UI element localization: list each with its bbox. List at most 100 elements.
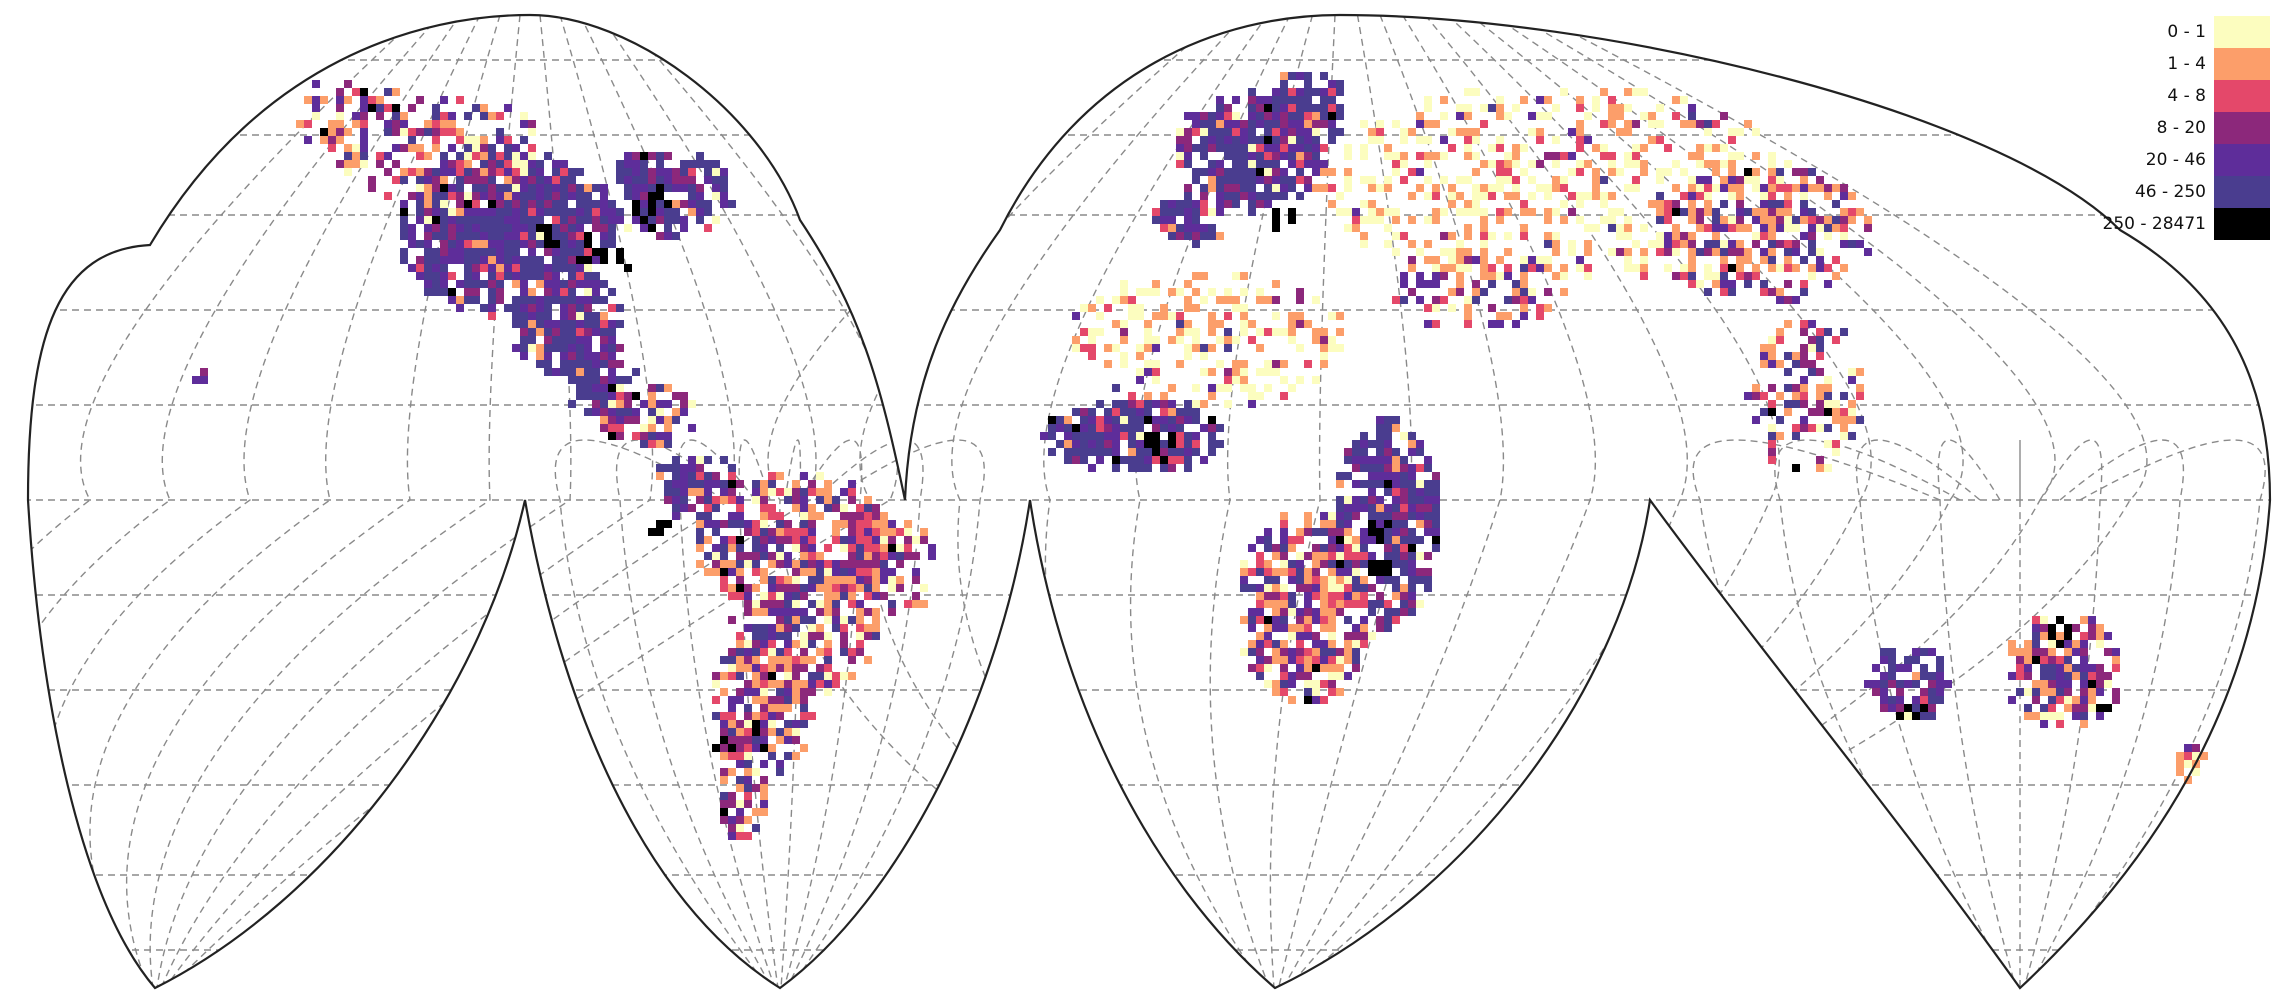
occurrence-cell bbox=[616, 208, 624, 216]
occurrence-cell bbox=[1376, 576, 1384, 584]
occurrence-cell bbox=[440, 288, 448, 296]
occurrence-cell bbox=[816, 680, 824, 688]
occurrence-cell bbox=[296, 120, 304, 128]
occurrence-cell bbox=[1464, 128, 1472, 136]
occurrence-cell bbox=[1192, 432, 1200, 440]
occurrence-cell bbox=[1816, 408, 1824, 416]
occurrence-cell bbox=[1832, 416, 1840, 424]
occurrence-cell bbox=[712, 528, 720, 536]
occurrence-cell bbox=[1776, 176, 1784, 184]
occurrence-cell bbox=[1128, 464, 1136, 472]
occurrence-cell bbox=[1328, 680, 1336, 688]
occurrence-cell bbox=[1208, 208, 1216, 216]
occurrence-cell bbox=[864, 520, 872, 528]
occurrence-cell bbox=[1704, 192, 1712, 200]
occurrence-cell bbox=[1216, 296, 1224, 304]
occurrence-cell bbox=[1520, 232, 1528, 240]
occurrence-cell bbox=[2024, 704, 2032, 712]
occurrence-cell bbox=[432, 232, 440, 240]
occurrence-cell bbox=[752, 480, 760, 488]
occurrence-cell bbox=[1416, 512, 1424, 520]
occurrence-cell bbox=[536, 200, 544, 208]
occurrence-cell bbox=[1112, 440, 1120, 448]
occurrence-cell bbox=[1264, 656, 1272, 664]
occurrence-cell bbox=[624, 400, 632, 408]
occurrence-cell bbox=[1544, 184, 1552, 192]
occurrence-cell bbox=[856, 552, 864, 560]
occurrence-cell bbox=[464, 160, 472, 168]
occurrence-cell bbox=[1320, 696, 1328, 704]
legend-label: 20 - 46 bbox=[2145, 150, 2206, 170]
occurrence-cell bbox=[760, 536, 768, 544]
occurrence-cell bbox=[736, 512, 744, 520]
occurrence-cell bbox=[1184, 184, 1192, 192]
occurrence-cell bbox=[1704, 144, 1712, 152]
occurrence-cell bbox=[1080, 328, 1088, 336]
occurrence-cell bbox=[1304, 96, 1312, 104]
occurrence-cell bbox=[1336, 576, 1344, 584]
occurrence-cell bbox=[1352, 480, 1360, 488]
occurrence-cell bbox=[776, 768, 784, 776]
occurrence-cell bbox=[1624, 184, 1632, 192]
occurrence-cell bbox=[760, 664, 768, 672]
occurrence-cell bbox=[1560, 216, 1568, 224]
occurrence-cell bbox=[1520, 208, 1528, 216]
occurrence-cell bbox=[1816, 456, 1824, 464]
occurrence-cell bbox=[1072, 440, 1080, 448]
occurrence-cell bbox=[576, 368, 584, 376]
occurrence-cell bbox=[1144, 464, 1152, 472]
occurrence-cell bbox=[1536, 112, 1544, 120]
occurrence-cell bbox=[1232, 336, 1240, 344]
occurrence-cell bbox=[1264, 624, 1272, 632]
occurrence-cell bbox=[512, 152, 520, 160]
occurrence-cell bbox=[424, 264, 432, 272]
occurrence-cell bbox=[2056, 680, 2064, 688]
occurrence-cell bbox=[2056, 688, 2064, 696]
occurrence-cell bbox=[1712, 120, 1720, 128]
occurrence-cell bbox=[1928, 688, 1936, 696]
occurrence-cell bbox=[1832, 336, 1840, 344]
occurrence-cell bbox=[1200, 192, 1208, 200]
occurrence-cell bbox=[1424, 568, 1432, 576]
occurrence-cell bbox=[1184, 400, 1192, 408]
occurrence-cell bbox=[440, 272, 448, 280]
occurrence-cell bbox=[872, 560, 880, 568]
occurrence-cell bbox=[1400, 528, 1408, 536]
occurrence-cell bbox=[2032, 632, 2040, 640]
occurrence-cell bbox=[360, 120, 368, 128]
occurrence-cell bbox=[688, 168, 696, 176]
occurrence-cell bbox=[1736, 224, 1744, 232]
occurrence-cell bbox=[720, 576, 728, 584]
occurrence-cell bbox=[496, 216, 504, 224]
occurrence-cell bbox=[1440, 232, 1448, 240]
occurrence-cell bbox=[1408, 552, 1416, 560]
occurrence-cell bbox=[1720, 240, 1728, 248]
occurrence-cell bbox=[2040, 632, 2048, 640]
occurrence-cell bbox=[1312, 552, 1320, 560]
occurrence-cell bbox=[1288, 160, 1296, 168]
occurrence-cell bbox=[848, 520, 856, 528]
occurrence-cell bbox=[1328, 664, 1336, 672]
occurrence-cell bbox=[1200, 224, 1208, 232]
occurrence-cell-hotspot bbox=[1160, 456, 1168, 464]
occurrence-cell bbox=[528, 168, 536, 176]
occurrence-cell bbox=[1344, 560, 1352, 568]
occurrence-cell bbox=[1264, 664, 1272, 672]
occurrence-cell bbox=[1576, 264, 1584, 272]
occurrence-cell bbox=[432, 216, 440, 224]
occurrence-cell bbox=[1320, 616, 1328, 624]
occurrence-cell bbox=[1896, 688, 1904, 696]
occurrence-cell bbox=[752, 728, 760, 736]
map-outline bbox=[26, 13, 2272, 990]
occurrence-cell bbox=[1912, 672, 1920, 680]
occurrence-cell bbox=[648, 408, 656, 416]
meridian-line bbox=[168, 15, 817, 988]
occurrence-cell bbox=[624, 168, 632, 176]
occurrence-cell bbox=[1832, 224, 1840, 232]
occurrence-cell bbox=[1912, 696, 1920, 704]
occurrence-cell bbox=[528, 272, 536, 280]
occurrence-cell bbox=[1672, 224, 1680, 232]
occurrence-cell bbox=[1768, 224, 1776, 232]
occurrence-cell bbox=[1424, 192, 1432, 200]
occurrence-cell bbox=[1176, 224, 1184, 232]
